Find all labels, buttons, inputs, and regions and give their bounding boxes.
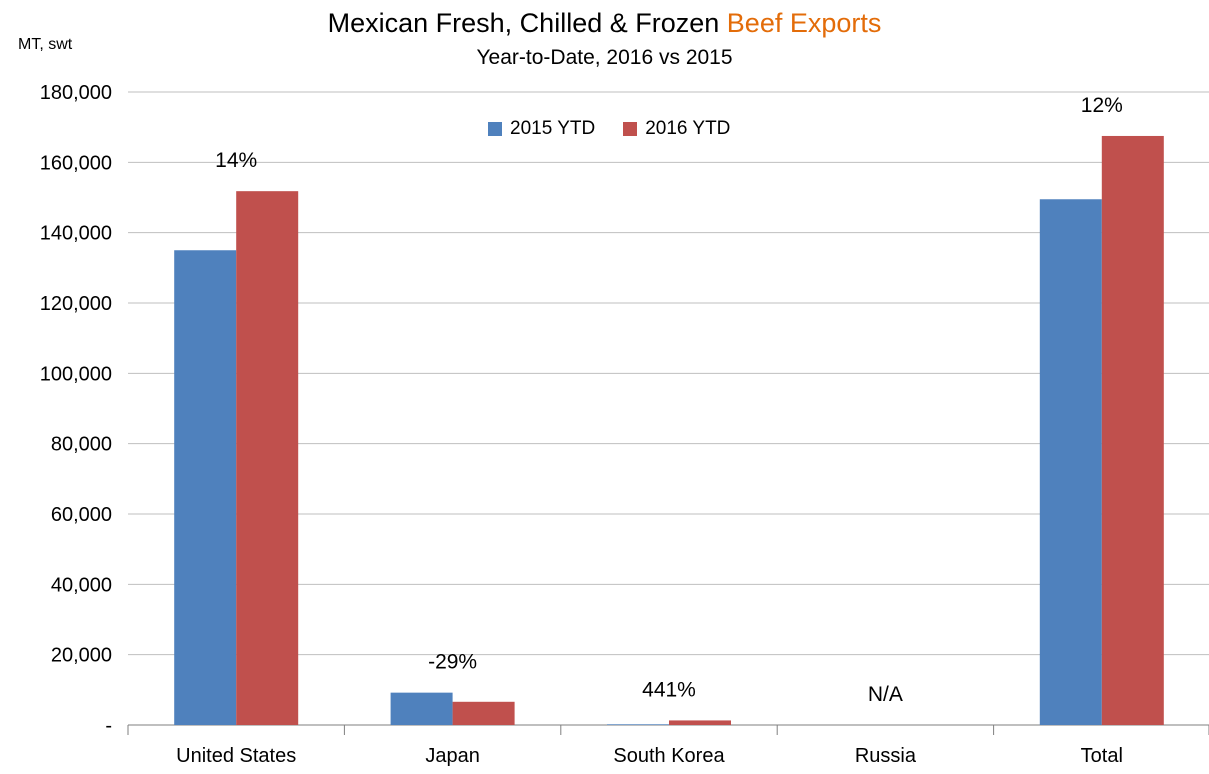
x-tick-label: Japan: [425, 745, 480, 767]
x-tick-label: Russia: [855, 745, 917, 767]
change-label: -29%: [428, 651, 477, 674]
change-label: 441%: [642, 678, 696, 701]
legend-label-2015: 2015 YTD: [510, 118, 596, 139]
change-label: 12%: [1081, 94, 1123, 117]
bar-2015: [607, 724, 669, 725]
y-tick-label: -: [105, 715, 112, 737]
change-label: 14%: [215, 149, 257, 172]
chart-title-main: Mexican Fresh, Chilled & Frozen: [327, 8, 720, 38]
y-tick-label: 180,000: [40, 82, 112, 104]
bar-2016: [669, 720, 731, 725]
legend-item-2016: 2016 YTD: [623, 118, 730, 140]
y-tick-label: 160,000: [40, 152, 112, 174]
y-tick-label: 40,000: [51, 574, 112, 596]
x-tick-label: South Korea: [613, 745, 725, 767]
bar-2015: [1039, 199, 1102, 726]
change-label: N/A: [868, 683, 903, 706]
x-tick-label: United States: [176, 745, 296, 767]
legend-label-2016: 2016 YTD: [645, 118, 731, 139]
bar-2015: [174, 250, 237, 725]
y-tick-label: 120,000: [40, 293, 112, 315]
bar-2016: [1101, 135, 1164, 726]
y-tick-label: 60,000: [51, 504, 112, 526]
chart-title: Mexican Fresh, Chilled & Frozen Beef Exp…: [0, 8, 1209, 39]
y-tick-label: 140,000: [40, 223, 112, 245]
legend-swatch-2015: [488, 122, 502, 136]
chart-subtitle: Year-to-Date, 2016 vs 2015: [476, 46, 733, 69]
y-axis-unit-label: MT, swt: [18, 36, 73, 53]
bar-2016: [452, 701, 515, 725]
legend-swatch-2016: [623, 122, 638, 136]
legend: 2015 YTD 2016 YTD: [488, 118, 730, 140]
y-tick-label: 80,000: [51, 434, 112, 456]
bar-2015: [390, 692, 453, 725]
chart-title-accent: Beef Exports: [726, 8, 882, 38]
y-tick-label: 20,000: [51, 645, 112, 667]
x-tick-label: Total: [1081, 745, 1123, 767]
legend-item-2015: 2015 YTD: [488, 118, 595, 140]
y-tick-label: 100,000: [40, 363, 112, 385]
bar-2016: [236, 191, 299, 726]
